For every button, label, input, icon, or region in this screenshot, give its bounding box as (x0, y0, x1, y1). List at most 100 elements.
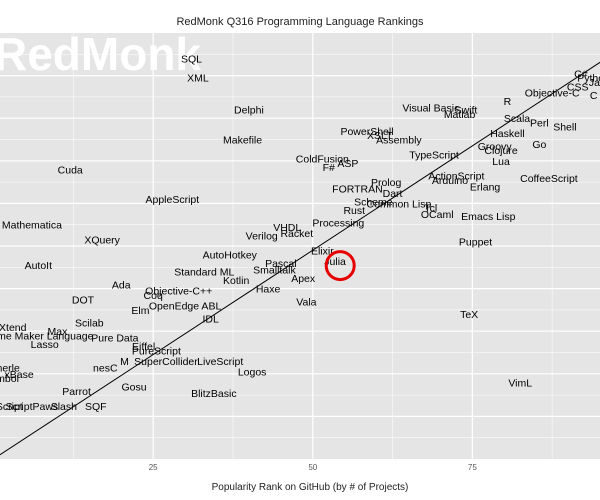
language-label: Kotlin (223, 275, 249, 287)
language-label: Erlang (470, 181, 501, 193)
language-label: Zimbol (0, 373, 19, 385)
language-label: CoffeeScript (520, 173, 578, 185)
language-label: AutoIt (25, 260, 53, 272)
language-label: Perl (530, 117, 549, 129)
language-label: Elixir (311, 245, 334, 257)
language-label: Clojure (484, 145, 517, 157)
language-label: xBase (5, 369, 34, 381)
language-label: FORTRAN (332, 183, 383, 195)
watermark-text: RedMonk (0, 28, 201, 80)
language-label: Logos (238, 367, 267, 379)
language-label: Visual Basic (402, 103, 459, 115)
language-label: Shell (553, 122, 576, 134)
language-label: ColdFusion (296, 154, 349, 166)
language-label: Scilab (75, 318, 104, 330)
language-label: IDL (202, 313, 219, 325)
trend-line (0, 61, 600, 456)
language-label: M (120, 356, 129, 368)
language-label: ScriptPaws (6, 401, 59, 413)
language-label: Objective-C++ (145, 286, 212, 298)
language-label: Game Maker Language (0, 330, 94, 342)
language-label: Julia (324, 256, 346, 268)
language-label: Rust (343, 205, 365, 217)
language-label: SuperCollider (134, 356, 198, 368)
language-label: XSLT (367, 130, 393, 142)
language-label: SQF (85, 401, 107, 413)
language-label: TypeScript (409, 149, 459, 161)
language-label: Assembly (376, 135, 422, 147)
x-axis-label: Popularity Rank on GitHub (by # of Proje… (212, 482, 409, 493)
language-label: DOT (72, 294, 95, 306)
language-label: Apex (291, 273, 316, 285)
language-label: Gosu (121, 382, 146, 394)
language-label: OCaml (421, 209, 454, 221)
language-label: ActionScript (428, 171, 484, 183)
language-label: C# (574, 68, 588, 80)
language-label: Emacs Lisp (461, 211, 515, 223)
language-label: Processing (312, 218, 364, 230)
language-label: eScript (0, 401, 23, 413)
language-label: nesC (93, 362, 118, 374)
language-label: Haxe (256, 284, 281, 296)
language-label: Coq (144, 290, 163, 302)
language-label: Lasso (31, 339, 59, 351)
language-label: OpenEdge ABL (149, 301, 222, 313)
language-label: CSS (567, 81, 589, 93)
x-tick-label: 75 (468, 463, 477, 472)
language-label: Objective-C (525, 88, 580, 100)
language-label: Puppet (459, 237, 492, 249)
language-label: Pure Data (91, 333, 138, 345)
gridlines (0, 33, 600, 459)
language-label: Pascal (265, 258, 297, 270)
language-label: Common Lisp (367, 198, 432, 210)
language-label: Standard ML (174, 267, 234, 279)
language-label: Haskell (490, 128, 524, 140)
language-label: Elm (131, 305, 149, 317)
language-label: TeX (460, 309, 478, 321)
x-ticks: 25 50 75 (149, 463, 478, 472)
language-label: R (504, 96, 512, 108)
language-label: F# (323, 162, 335, 174)
language-label: SQL (181, 54, 202, 66)
chart-title: RedMonk Q316 Programming Language Rankin… (176, 16, 424, 28)
language-label: Delphi (234, 105, 264, 117)
language-label: XQuery (84, 235, 120, 247)
language-label: Ada (112, 279, 131, 291)
language-label: Scala (504, 113, 530, 125)
language-label: Vala (296, 296, 316, 308)
language-label: Prolog (371, 177, 402, 189)
language-label: Parrot (62, 386, 91, 398)
language-label: Xtend (0, 322, 27, 334)
language-label: PowerShell (340, 126, 393, 138)
language-label: AutoHotkey (203, 250, 258, 262)
language-label: ASP (337, 158, 358, 170)
language-label: Slash (51, 401, 77, 413)
language-label: Scheme (354, 196, 393, 208)
language-label: Python (577, 73, 600, 85)
language-label: VHDL (273, 222, 301, 234)
language-label: Mathematica (2, 220, 62, 232)
language-label: Lua (492, 156, 510, 168)
language-label: Swift (455, 105, 478, 117)
language-label: XML (187, 73, 209, 85)
language-label: Makefile (223, 135, 262, 147)
language-label: Cuda (58, 164, 83, 176)
language-label: AppleScript (145, 194, 199, 206)
language-label: LiveScript (197, 356, 243, 368)
language-label: PureScript (132, 345, 181, 357)
language-label: Eiffel (132, 341, 155, 353)
language-label: Groovy (478, 141, 513, 153)
x-tick-label: 50 (308, 463, 317, 472)
language-label: Smalltalk (253, 264, 296, 276)
language-label: Tcl (424, 203, 437, 215)
language-label: BlitzBasic (191, 388, 237, 400)
language-label: VimL (508, 377, 532, 389)
language-label: Arduino (432, 175, 468, 187)
language-label: Nemerle (0, 362, 20, 374)
language-label: Matlab (444, 109, 476, 121)
language-labels: C#PythonJavaCSSObjective-C C R Visual Basic… (0, 54, 600, 413)
language-label: Go (532, 139, 546, 151)
language-label: Max (48, 326, 69, 338)
highlight-circle (324, 250, 356, 282)
